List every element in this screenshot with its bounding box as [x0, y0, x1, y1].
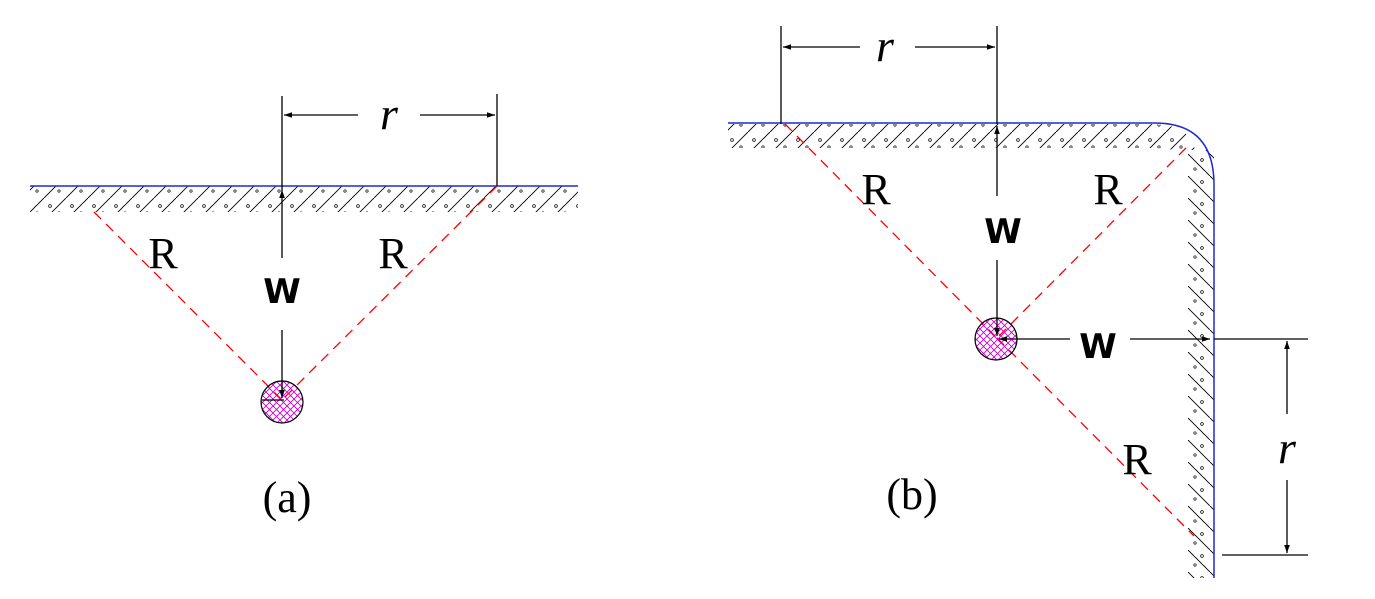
- radius-line-right-a: [281, 185, 498, 401]
- diagram-a: W r R R (a): [30, 88, 578, 522]
- radius-label-lower-right-b: R: [1122, 435, 1152, 484]
- radius-label-left-b: R: [861, 165, 891, 214]
- depth-label-vertical-b: W: [984, 212, 1022, 252]
- diagram-b: W W r r R R R (b): [728, 20, 1308, 578]
- radius-label-left-a: R: [148, 229, 178, 278]
- caption-b: (b): [886, 470, 937, 519]
- radius-line-lower-right-b: [996, 337, 1195, 537]
- radius-line-upper-right-b: [996, 147, 1187, 339]
- radius-line-left-a: [93, 211, 283, 401]
- radius-label-right-a: R: [378, 229, 408, 278]
- radius-line-left-b: [784, 123, 998, 339]
- ground-soil-a: [30, 186, 578, 212]
- distance-label-a: r: [380, 88, 399, 139]
- ground-soil-top-b: [728, 124, 1195, 150]
- depth-label-a: W: [263, 272, 301, 312]
- ground-soil-right-b: [1188, 150, 1214, 578]
- caption-a: (a): [263, 473, 312, 522]
- ground-surface-b: [728, 122, 1215, 578]
- depth-label-horizontal-b: W: [1079, 327, 1117, 367]
- distance-label-right-b: r: [1278, 422, 1297, 473]
- radius-label-upper-right-b: R: [1093, 165, 1123, 214]
- distance-label-top-b: r: [876, 20, 895, 71]
